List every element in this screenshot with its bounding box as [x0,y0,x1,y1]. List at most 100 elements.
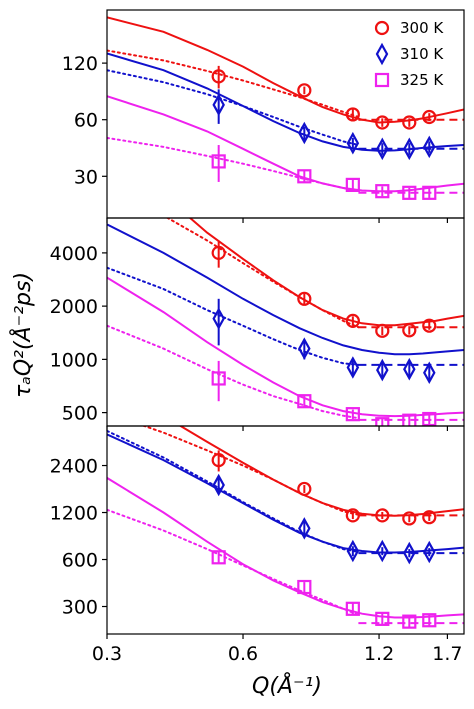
point-310k [403,541,416,565]
point-300k [345,107,360,122]
point-300k [375,323,390,338]
point-325k [211,550,226,565]
y-tick-label: 600 [62,550,98,572]
y-tick-label: 500 [62,403,98,425]
point-310k [423,135,436,159]
fit-dotted-300k [141,426,360,516]
point-310k [212,473,225,497]
y-tick-label: 1000 [50,349,98,371]
point-310k [376,539,389,563]
y-tick-label: 4000 [50,243,98,265]
point-310k [298,121,311,145]
point-300k [375,508,390,523]
point-325k [402,185,417,200]
fit-solid-300k [178,426,464,517]
legend-label: 310 K [400,45,444,63]
plot-area-top [107,16,464,200]
fit-dotted-300k [165,218,360,329]
plot-area-middle [107,218,464,426]
point-310k [376,358,389,382]
point-310k [346,539,360,563]
legend: 300 K 310 K 325 K [374,19,444,89]
y-tick-label: 60 [74,110,98,132]
panel-middle: 500 1000 2000 4000 [50,217,465,431]
point-325k [375,611,390,626]
point-310k [423,540,436,564]
y-axis-label: τₐQ²(Å⁻²ps) [9,272,36,398]
fit-dotted-310k [107,266,360,366]
plot-area-bottom [107,426,464,629]
point-300k [422,318,437,333]
point-310k [403,357,416,381]
point-300k [345,508,360,523]
point-300k [297,481,312,497]
y-tick-label: 2400 [50,456,98,478]
axes-frame-bottom [106,425,465,635]
point-325k [345,177,360,192]
point-325k [375,184,390,199]
point-325k [297,579,312,595]
point-325k [211,371,226,386]
point-310k [346,131,360,155]
legend-label: 300 K [400,19,444,37]
fit-solid-310k [107,433,464,554]
point-325k [211,154,226,169]
point-300k [402,115,417,130]
x-tick-label: 1.2 [364,643,394,665]
point-325k [402,614,417,629]
point-310k [298,337,311,360]
x-tick-label: 1.7 [432,643,462,665]
point-310k [212,307,225,330]
point-300k [211,453,226,468]
point-325k [297,169,312,184]
point-300k [375,115,390,130]
panel-top: 30 60 120 300 K 310 K 325 K [62,9,465,223]
legend-marker-300k [374,20,390,36]
fit-dotted-325k [107,508,360,616]
point-300k [402,511,417,526]
point-310k [423,361,436,385]
point-325k [402,413,417,426]
point-325k [422,411,437,426]
fit-dotted-325k [107,324,360,420]
point-300k [211,69,226,84]
point-300k [297,291,312,306]
point-310k [346,356,360,379]
panel-bottom: 300 600 1200 2400 0.3 0.6 1.2 1.7 [50,425,465,665]
y-tick-label: 120 [62,53,98,75]
point-310k [403,137,416,161]
point-300k [422,510,437,525]
point-325k [297,394,312,409]
point-300k [422,109,437,125]
fit-solid-310k [107,223,464,356]
point-325k [422,185,437,200]
y-tick-label: 300 [62,597,98,619]
point-325k [345,407,360,422]
y-tick-label: 30 [74,166,98,188]
legend-marker-310k [375,42,389,66]
point-300k [297,83,312,98]
point-300k [402,323,417,338]
fit-solid-310k [107,52,464,152]
point-310k [298,517,311,540]
point-300k [211,245,226,260]
legend-label: 325 K [400,71,444,89]
fit-dotted-310k [107,69,360,146]
point-325k [345,601,360,616]
x-tick-label: 0.3 [92,643,122,665]
point-300k [345,313,360,329]
y-tick-label: 1200 [50,503,98,525]
x-tick-label: 0.6 [228,643,258,665]
fit-dotted-310k [107,429,360,553]
point-325k [422,613,437,628]
legend-marker-325k [374,72,390,88]
point-325k [375,417,390,426]
y-tick-label: 2000 [50,296,98,318]
fit-dotted-325k [107,136,360,193]
point-310k [376,137,389,161]
x-axis-label: Q(Å⁻¹) [252,672,322,699]
fit-dotted-300k [107,49,360,118]
point-310k [212,93,225,117]
